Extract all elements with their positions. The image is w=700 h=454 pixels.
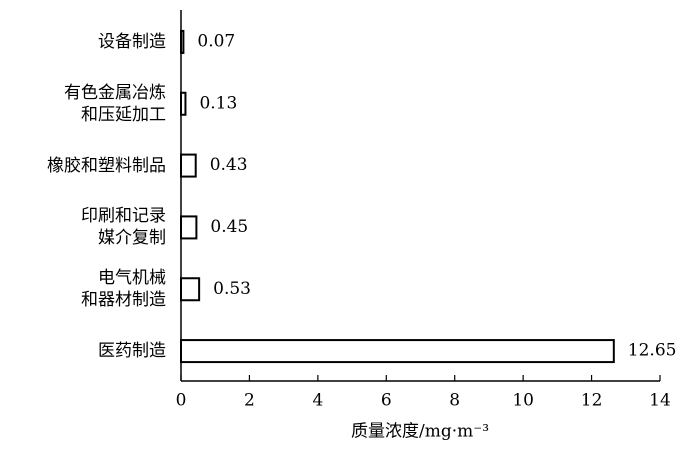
x-tick-label: 4 xyxy=(312,391,323,411)
bar xyxy=(180,339,615,364)
bar xyxy=(180,277,201,302)
x-tick-label: 6 xyxy=(381,391,392,411)
value-label: 12.65 xyxy=(628,341,677,361)
bar xyxy=(180,91,187,116)
x-tick-label: 10 xyxy=(512,391,534,411)
x-tick-label: 2 xyxy=(244,391,255,411)
y-tick-label: 印刷和记录 媒介复制 xyxy=(81,206,166,249)
value-label: 0.53 xyxy=(213,279,251,299)
value-label: 0.45 xyxy=(210,217,248,237)
value-label: 0.07 xyxy=(197,31,235,51)
x-tick-label: 8 xyxy=(449,391,460,411)
y-tick-label: 有色金属冶炼 和压延加工 xyxy=(64,82,166,125)
y-tick-label: 医药制造 xyxy=(98,341,166,362)
y-tick-label: 设备制造 xyxy=(98,31,166,52)
bar xyxy=(180,215,198,240)
y-tick-label: 电气机械 和器材制造 xyxy=(81,268,166,311)
bar xyxy=(180,29,185,54)
x-tick-label: 12 xyxy=(581,391,603,411)
bar xyxy=(180,153,197,178)
value-label: 0.13 xyxy=(199,93,237,113)
value-label: 0.43 xyxy=(210,155,248,175)
y-tick-label: 橡胶和塑料制品 xyxy=(47,155,166,176)
x-tick-label: 0 xyxy=(176,391,187,411)
x-tick-label: 14 xyxy=(649,391,671,411)
x-axis-label: 质量浓度/mg·m⁻³ xyxy=(351,422,489,442)
